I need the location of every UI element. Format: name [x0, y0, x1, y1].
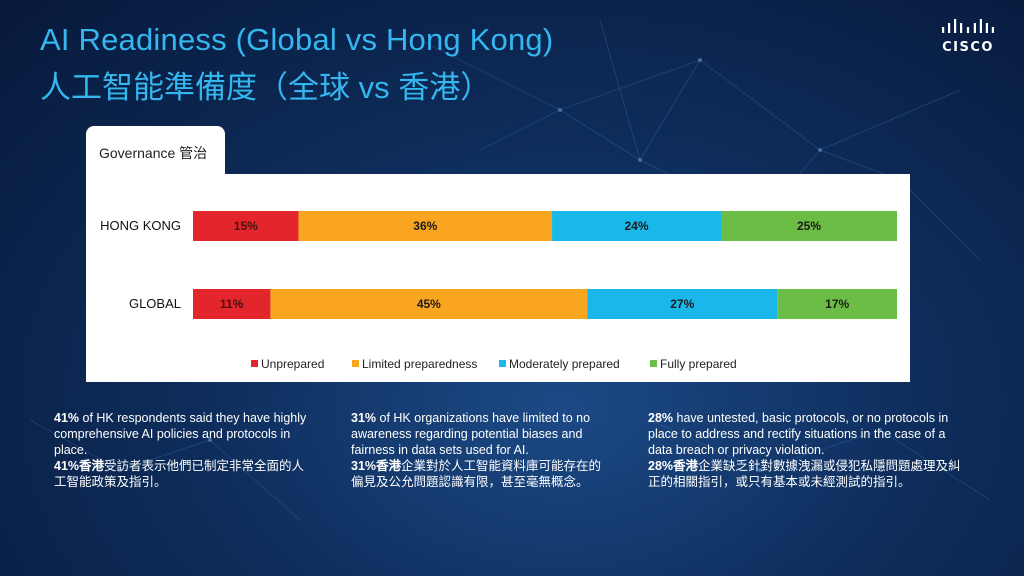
- note-3-zh-text: 企業缺乏針對數據洩漏或侵犯私隱問題處理及糾正的相關指引，或只有基本或未經測試的指…: [648, 459, 961, 489]
- note-hk-policies: 41% of HK respondents said they have hig…: [54, 410, 316, 490]
- bar-value-label-global-moderately-prepared: 27%: [670, 297, 694, 311]
- note-breach-protocols: 28% have untested, basic protocols, or n…: [648, 410, 966, 490]
- bar-global-unprepared: [193, 289, 271, 319]
- note-1-en-bold: 41%: [54, 411, 80, 425]
- note-hk-bias-awareness: 31% of HK organizations have limited to …: [351, 410, 613, 490]
- legend-label-unprepared: Unprepared: [261, 357, 324, 371]
- bar-hong-kong-unprepared: [193, 211, 299, 241]
- note-1-zh-text: 受訪者表示他們已制定非常全面的人工智能政策及指引。: [54, 459, 305, 489]
- bar-hong-kong-moderately-prepared: [552, 211, 721, 241]
- cisco-bars-icon: [942, 19, 994, 33]
- legend-swatch-moderately-prepared: [499, 360, 506, 367]
- stacked-bar-chart: HONG KONG 15% 36% 24% 25% GLOBAL 11% 45% 27% 17% U…: [100, 211, 897, 371]
- legend-swatch-limited-preparedness: [352, 360, 359, 367]
- page-title-english: AI Readiness (Global vs Hong Kong): [40, 22, 554, 57]
- governance-tab: [86, 126, 225, 176]
- bar-value-label-hong-kong-limited-preparedness: 36%: [413, 219, 437, 233]
- bar-value-label-global-limited-preparedness: 45%: [417, 297, 441, 311]
- category-label-global: GLOBAL: [129, 296, 181, 311]
- bar-value-label-hong-kong-unprepared: 15%: [234, 219, 258, 233]
- page-title-chinese: 人工智能準備度（全球 vs 香港）: [40, 70, 492, 105]
- chart-panel: [86, 174, 910, 382]
- bar-value-label-hong-kong-moderately-prepared: 24%: [625, 219, 649, 233]
- note-1-en-text: of HK respondents said they have highly …: [54, 411, 307, 457]
- cisco-logo: CISCO: [936, 18, 1000, 58]
- note-1-zh-bold: 41%香港: [54, 459, 105, 473]
- note-3-zh-bold: 28%香港: [648, 459, 699, 473]
- note-2-en-text: of HK organizations have limited to no a…: [351, 411, 591, 457]
- legend-label-moderately-prepared: Moderately prepared: [509, 357, 620, 371]
- category-label-hong-kong: HONG KONG: [100, 218, 181, 233]
- bar-global-moderately-prepared: [587, 289, 778, 319]
- bar-value-label-hong-kong-fully-prepared: 25%: [797, 219, 821, 233]
- note-2-zh-text: 企業對於人工智能資料庫可能存在的偏見及公允問題認識有限，甚至毫無概念。: [351, 459, 602, 489]
- note-3-en-text: have untested, basic protocols, or no pr…: [648, 411, 949, 457]
- legend-label-fully-prepared: Fully prepared: [660, 357, 737, 371]
- bar-hong-kong-limited-preparedness: [298, 211, 553, 241]
- legend-label-limited-preparedness: Limited preparedness: [362, 357, 477, 371]
- bar-global-limited-preparedness: [270, 289, 588, 319]
- note-2-zh-bold: 31%香港: [351, 459, 402, 473]
- bar-hong-kong-fully-prepared: [721, 211, 897, 241]
- cisco-logo-text: CISCO: [942, 40, 994, 55]
- bar-global-fully-prepared: [777, 289, 897, 319]
- bar-value-label-global-fully-prepared: 17%: [825, 297, 849, 311]
- note-2-en-bold: 31%: [351, 411, 377, 425]
- legend-swatch-fully-prepared: [650, 360, 657, 367]
- bar-value-label-global-unprepared: 11%: [220, 297, 244, 311]
- governance-tab-label: Governance 管治: [99, 145, 208, 161]
- legend-swatch-unprepared: [251, 360, 258, 367]
- note-3-en-bold: 28%: [648, 411, 674, 425]
